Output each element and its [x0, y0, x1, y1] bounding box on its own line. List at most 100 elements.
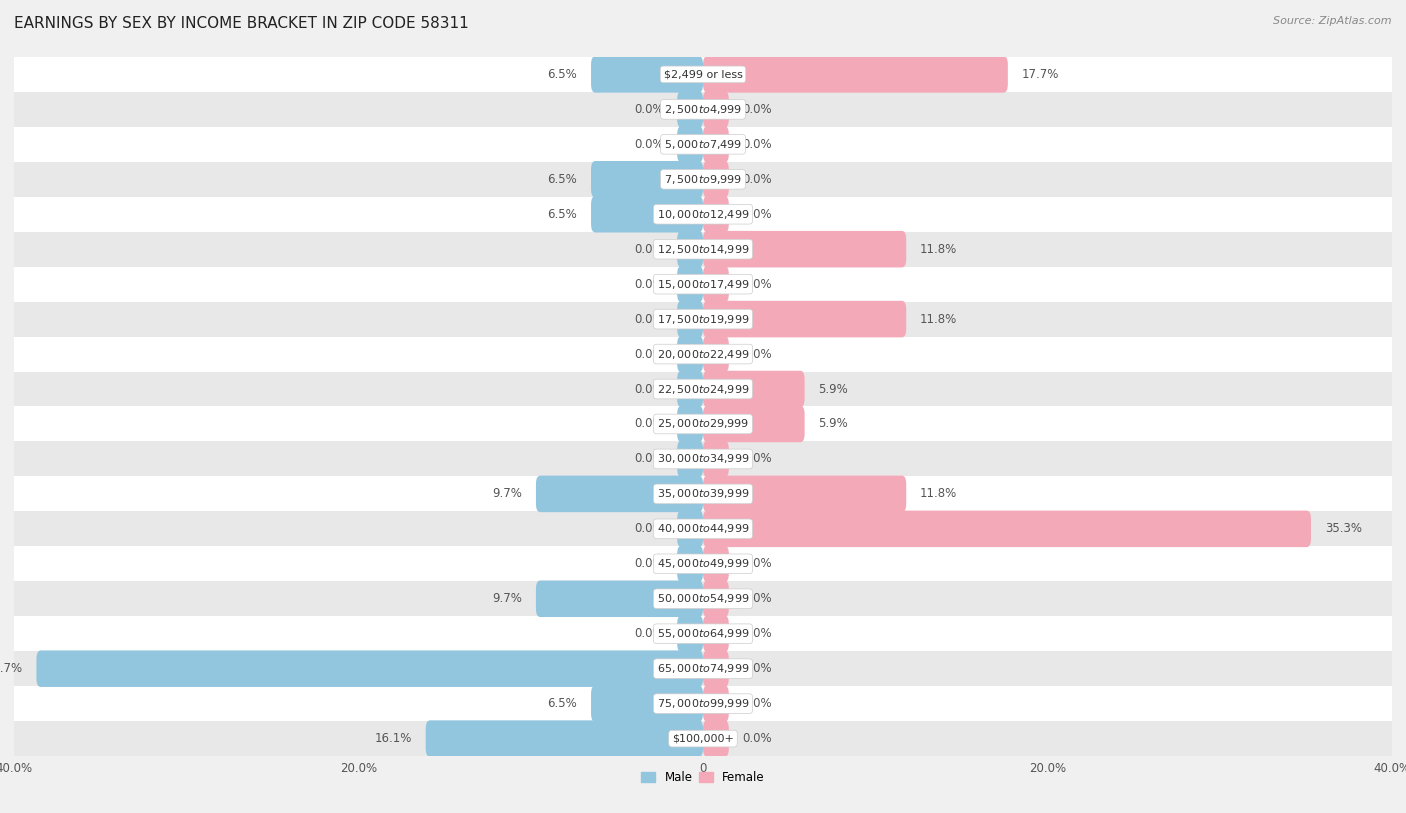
- Text: 0.0%: 0.0%: [742, 173, 772, 185]
- FancyBboxPatch shape: [536, 476, 703, 512]
- Text: 0.0%: 0.0%: [742, 453, 772, 465]
- Text: $15,000 to $17,499: $15,000 to $17,499: [657, 278, 749, 290]
- Text: 6.5%: 6.5%: [547, 698, 578, 710]
- Text: $17,500 to $19,999: $17,500 to $19,999: [657, 313, 749, 325]
- Text: 9.7%: 9.7%: [492, 488, 522, 500]
- Bar: [14, 232, 1392, 267]
- Text: 0.0%: 0.0%: [634, 348, 664, 360]
- Bar: [14, 546, 1392, 581]
- Bar: [14, 721, 1392, 756]
- FancyBboxPatch shape: [591, 161, 703, 198]
- Bar: [14, 581, 1392, 616]
- FancyBboxPatch shape: [37, 650, 703, 687]
- Text: $75,000 to $99,999: $75,000 to $99,999: [657, 698, 749, 710]
- Text: 6.5%: 6.5%: [547, 68, 578, 80]
- Text: 0.0%: 0.0%: [634, 313, 664, 325]
- Text: 0.0%: 0.0%: [742, 558, 772, 570]
- Bar: [14, 302, 1392, 337]
- FancyBboxPatch shape: [678, 231, 703, 267]
- FancyBboxPatch shape: [703, 161, 728, 198]
- Text: 0.0%: 0.0%: [742, 278, 772, 290]
- Text: 17.7%: 17.7%: [1022, 68, 1059, 80]
- FancyBboxPatch shape: [703, 266, 728, 302]
- Text: 35.3%: 35.3%: [1324, 523, 1362, 535]
- Bar: [14, 406, 1392, 441]
- Bar: [14, 267, 1392, 302]
- Bar: [14, 127, 1392, 162]
- Text: $35,000 to $39,999: $35,000 to $39,999: [657, 488, 749, 500]
- FancyBboxPatch shape: [703, 196, 728, 233]
- FancyBboxPatch shape: [591, 56, 703, 93]
- FancyBboxPatch shape: [703, 441, 728, 477]
- Legend: Male, Female: Male, Female: [637, 766, 769, 789]
- Text: 6.5%: 6.5%: [547, 208, 578, 220]
- Bar: [14, 197, 1392, 232]
- FancyBboxPatch shape: [703, 650, 728, 687]
- Text: 5.9%: 5.9%: [818, 383, 848, 395]
- Bar: [14, 651, 1392, 686]
- Bar: [14, 511, 1392, 546]
- Bar: [14, 162, 1392, 197]
- Text: 0.0%: 0.0%: [634, 243, 664, 255]
- FancyBboxPatch shape: [703, 336, 728, 372]
- FancyBboxPatch shape: [678, 301, 703, 337]
- Bar: [14, 441, 1392, 476]
- FancyBboxPatch shape: [678, 615, 703, 652]
- Text: 16.1%: 16.1%: [374, 733, 412, 745]
- FancyBboxPatch shape: [678, 406, 703, 442]
- Text: 0.0%: 0.0%: [634, 383, 664, 395]
- Text: $30,000 to $34,999: $30,000 to $34,999: [657, 453, 749, 465]
- FancyBboxPatch shape: [536, 580, 703, 617]
- FancyBboxPatch shape: [591, 196, 703, 233]
- Text: 0.0%: 0.0%: [742, 103, 772, 115]
- Text: $45,000 to $49,999: $45,000 to $49,999: [657, 558, 749, 570]
- FancyBboxPatch shape: [703, 685, 728, 722]
- Text: 0.0%: 0.0%: [634, 628, 664, 640]
- Bar: [14, 616, 1392, 651]
- Text: $5,000 to $7,499: $5,000 to $7,499: [664, 138, 742, 150]
- Bar: [14, 372, 1392, 406]
- FancyBboxPatch shape: [678, 546, 703, 582]
- Text: $50,000 to $54,999: $50,000 to $54,999: [657, 593, 749, 605]
- FancyBboxPatch shape: [703, 371, 804, 407]
- Text: 0.0%: 0.0%: [634, 278, 664, 290]
- FancyBboxPatch shape: [703, 580, 728, 617]
- Text: 0.0%: 0.0%: [742, 138, 772, 150]
- Text: $22,500 to $24,999: $22,500 to $24,999: [657, 383, 749, 395]
- FancyBboxPatch shape: [703, 476, 907, 512]
- Text: 0.0%: 0.0%: [634, 418, 664, 430]
- Text: 11.8%: 11.8%: [920, 313, 957, 325]
- Text: 0.0%: 0.0%: [742, 593, 772, 605]
- Text: $65,000 to $74,999: $65,000 to $74,999: [657, 663, 749, 675]
- Text: 9.7%: 9.7%: [492, 593, 522, 605]
- Text: 0.0%: 0.0%: [634, 453, 664, 465]
- FancyBboxPatch shape: [678, 336, 703, 372]
- Text: $40,000 to $44,999: $40,000 to $44,999: [657, 523, 749, 535]
- Text: $20,000 to $22,499: $20,000 to $22,499: [657, 348, 749, 360]
- FancyBboxPatch shape: [703, 546, 728, 582]
- Bar: [14, 57, 1392, 92]
- Bar: [14, 92, 1392, 127]
- Text: 0.0%: 0.0%: [634, 138, 664, 150]
- FancyBboxPatch shape: [703, 231, 907, 267]
- FancyBboxPatch shape: [591, 685, 703, 722]
- Bar: [14, 686, 1392, 721]
- Text: $25,000 to $29,999: $25,000 to $29,999: [657, 418, 749, 430]
- FancyBboxPatch shape: [678, 266, 703, 302]
- Text: 0.0%: 0.0%: [634, 103, 664, 115]
- FancyBboxPatch shape: [703, 56, 1008, 93]
- Bar: [14, 337, 1392, 372]
- Text: EARNINGS BY SEX BY INCOME BRACKET IN ZIP CODE 58311: EARNINGS BY SEX BY INCOME BRACKET IN ZIP…: [14, 16, 468, 31]
- Text: $2,499 or less: $2,499 or less: [664, 69, 742, 80]
- Bar: [14, 476, 1392, 511]
- Text: 0.0%: 0.0%: [634, 558, 664, 570]
- FancyBboxPatch shape: [703, 406, 804, 442]
- Text: $12,500 to $14,999: $12,500 to $14,999: [657, 243, 749, 255]
- FancyBboxPatch shape: [678, 126, 703, 163]
- Text: 0.0%: 0.0%: [742, 628, 772, 640]
- Text: 0.0%: 0.0%: [742, 733, 772, 745]
- FancyBboxPatch shape: [678, 371, 703, 407]
- FancyBboxPatch shape: [703, 720, 728, 757]
- Text: 0.0%: 0.0%: [634, 523, 664, 535]
- FancyBboxPatch shape: [703, 511, 1310, 547]
